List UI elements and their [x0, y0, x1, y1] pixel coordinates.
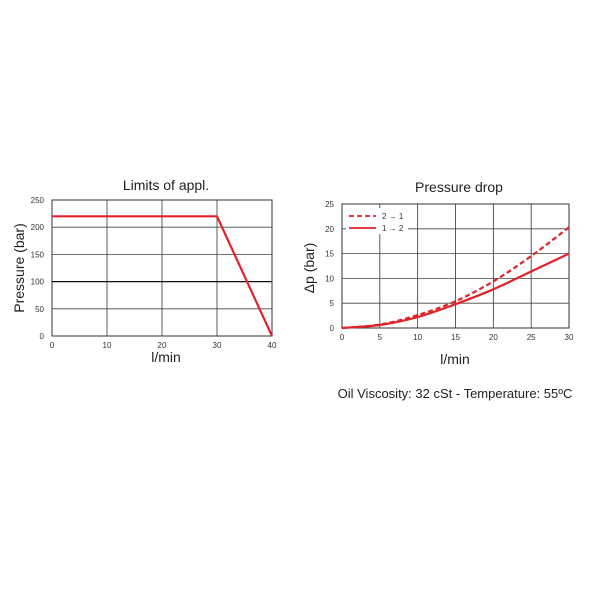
y-tick-label: 50 — [35, 305, 44, 314]
x-tick-label: 15 — [451, 333, 460, 342]
legend-label: 2 → 1 — [382, 212, 404, 221]
x-tick-label: 0 — [340, 333, 345, 342]
y-tick-label: 15 — [325, 250, 334, 259]
y-tick-label: 5 — [330, 299, 335, 308]
y-tick-label: 25 — [325, 200, 334, 209]
x-tick-label: 30 — [213, 341, 222, 350]
x-ticks-pressure-drop: 0 5 10 15 20 25 30 — [340, 333, 574, 342]
x-tick-label: 40 — [268, 341, 277, 350]
series-pressure-drop — [341, 226, 570, 330]
y-tick-label: 150 — [31, 250, 45, 259]
x-tick-label: 20 — [489, 333, 498, 342]
x-tick-label: 0 — [50, 341, 55, 350]
y-ticks-limits: 0 50 100 150 200 250 — [31, 196, 45, 341]
x-tick-label: 5 — [378, 333, 383, 342]
y-tick-label: 100 — [31, 278, 45, 287]
legend-pressure-drop: 2 → 1 1 → 2 — [346, 208, 408, 234]
series-line-1 — [52, 215, 273, 337]
y-tick-label: 200 — [31, 223, 45, 232]
y-tick-label: 0 — [40, 332, 45, 341]
x-tick-label: 20 — [158, 341, 167, 350]
x-axis-label-pressure-drop: l/min — [440, 351, 470, 367]
x-tick-label: 25 — [527, 333, 536, 342]
y-ticks-pressure-drop: 0 5 10 15 20 25 — [325, 200, 334, 333]
chart-limits: Limits of appl. 0 10 20 30 40 0 50 100 150 200 25… — [11, 177, 277, 365]
y-axis-label-limits: Pressure (bar) — [11, 223, 27, 312]
y-axis-label-pressure-drop: Δp (bar) — [301, 243, 317, 294]
series-limits — [52, 215, 273, 337]
y-tick-label: 250 — [31, 196, 45, 205]
y-tick-label: 20 — [325, 225, 334, 234]
y-tick-label: 0 — [330, 324, 335, 333]
x-tick-label: 30 — [565, 333, 574, 342]
legend-box — [346, 208, 408, 234]
chart-title-limits: Limits of appl. — [123, 177, 209, 193]
x-ticks-limits: 0 10 20 30 40 — [50, 341, 277, 350]
grid-limits — [51, 199, 273, 337]
series-line-2 — [341, 252, 570, 330]
x-tick-label: 10 — [413, 333, 422, 342]
footnote: Oil Viscosity: 32 cSt - Temperature: 55º… — [338, 386, 573, 401]
y-tick-label: 10 — [325, 274, 334, 283]
legend-label: 1 → 2 — [382, 224, 404, 233]
x-tick-label: 10 — [103, 341, 112, 350]
chart-pressure-drop: Pressure drop 0 5 10 15 20 25 30 0 5 10 15 20 25 2 … — [301, 179, 574, 367]
x-axis-label-limits: l/min — [151, 349, 181, 365]
chart-title-pressure-drop: Pressure drop — [415, 179, 503, 195]
